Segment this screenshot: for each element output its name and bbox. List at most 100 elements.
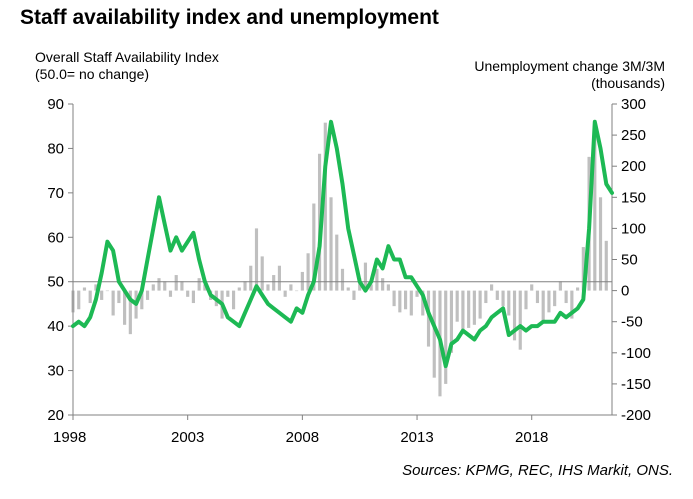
unemployment-bar [203,284,207,291]
unemployment-bar [329,197,333,291]
staff-availability-line [71,119,614,369]
unemployment-bar [553,290,557,307]
unemployment-bar [432,290,436,378]
unemployment-bar [570,290,574,319]
unemployment-bar [392,290,396,307]
x-axis-tick-label: 2008 [286,429,319,446]
right-axis-label-line1: Unemployment change 3M/3M [474,58,665,74]
left-axis-tick-label: 90 [47,96,64,113]
unemployment-bar [105,290,109,292]
unemployment-bar [289,284,293,291]
unemployment-bar [576,287,580,291]
unemployment-bar [88,290,92,304]
unemployment-bar [386,284,390,291]
unemployment-bar [415,290,419,297]
left-axis-tick-label: 20 [47,407,64,424]
unemployment-bar [191,290,195,304]
unemployment-bar [335,234,339,291]
unemployment-bar [231,290,236,310]
left-axis-tick-label: 30 [47,363,64,380]
unemployment-bar [535,290,540,304]
unemployment-bar [375,268,379,291]
unemployment-bar [312,203,316,291]
left-axis-tick-label: 60 [47,229,64,246]
unemployment-bar [581,247,585,291]
right-axis-tick-label: -100 [621,345,651,362]
unemployment-bar [168,290,173,297]
unemployment-bar [82,287,87,291]
unemployment-bar [547,290,551,313]
unemployment-bar [352,290,356,300]
unemployment-bar [340,268,345,291]
unemployment-bar [426,290,431,347]
unemployment-bar [249,265,253,291]
left-axis-label-line2: (50.0= no change) [35,66,150,82]
unemployment-bar [123,290,127,325]
unemployment-bar [94,284,98,291]
unemployment-bar [421,290,425,316]
left-axis-tick-label: 70 [47,185,64,202]
unemployment-bar [598,197,603,291]
unemployment-bar [243,281,247,291]
unemployment-bar [174,275,178,291]
unemployment-bar [564,290,568,304]
unemployment-bar [495,290,499,300]
right-axis-tick-label: 300 [621,96,646,113]
unemployment-bar [363,262,368,291]
unemployment-bar [369,284,373,291]
unemployment-bar [524,290,528,310]
unemployment-bar [145,290,150,300]
unemployment-bar [398,290,402,313]
unemployment-bar [140,290,144,310]
right-axis-tick-label: 200 [621,158,646,175]
unemployment-bar [283,290,287,297]
unemployment-bar [346,287,350,291]
unemployment-bar [558,281,562,291]
unemployment-bar [403,290,408,310]
right-axis-label-line2: (thousands) [591,75,665,91]
unemployment-bar [541,290,545,322]
unemployment-bar [237,287,241,291]
unemployment-bar [186,290,190,297]
left-axis-label: Overall Staff Availability Index (50.0= … [35,49,219,83]
left-axis-label-line1: Overall Staff Availability Index [35,49,219,65]
unemployment-bar [226,290,230,297]
unemployment-bar [254,228,259,291]
unemployment-bar [381,278,385,291]
unemployment-bar [604,240,608,291]
unemployment-bar [455,290,459,322]
unemployment-bar [478,290,482,319]
unemployment-bar [512,290,517,341]
unemployment-bar [197,278,201,291]
right-axis-tick-label: -150 [621,376,651,393]
unemployment-bar [111,290,115,316]
x-axis-tick-label: 2018 [515,429,548,446]
unemployment-bar [77,290,81,310]
right-axis-tick-label: 250 [621,127,646,144]
unemployment-bar [128,290,132,335]
unemployment-bar [266,284,270,291]
unemployment-bar [490,284,494,291]
unemployment-bar [461,290,465,335]
unemployment-bar [323,122,327,291]
left-axis-tick-label: 80 [47,140,64,157]
unemployment-bar [163,281,167,291]
unemployment-bar [530,284,534,291]
unemployment-bar [157,278,161,291]
unemployment-bar [409,290,413,316]
unemployment-bar [501,290,505,307]
unemployment-bar [306,253,310,291]
unemployment-bar [467,290,471,328]
unemployment-bar [151,284,155,291]
right-axis-tick-label: 100 [621,220,646,237]
left-axis-tick-label: 40 [47,318,64,335]
source-note: Sources: KPMG, REC, IHS Markit, ONS. [402,462,673,479]
chart-title: Staff availability index and unemploymen… [20,6,439,29]
right-axis-tick-label: -50 [621,314,643,331]
unemployment-bar [295,290,299,292]
right-axis-label: Unemployment change 3M/3M (thousands) [474,58,665,92]
unemployment-bar [260,256,264,291]
unemployment-bar [507,290,511,316]
right-axis-tick-label: -200 [621,407,651,424]
